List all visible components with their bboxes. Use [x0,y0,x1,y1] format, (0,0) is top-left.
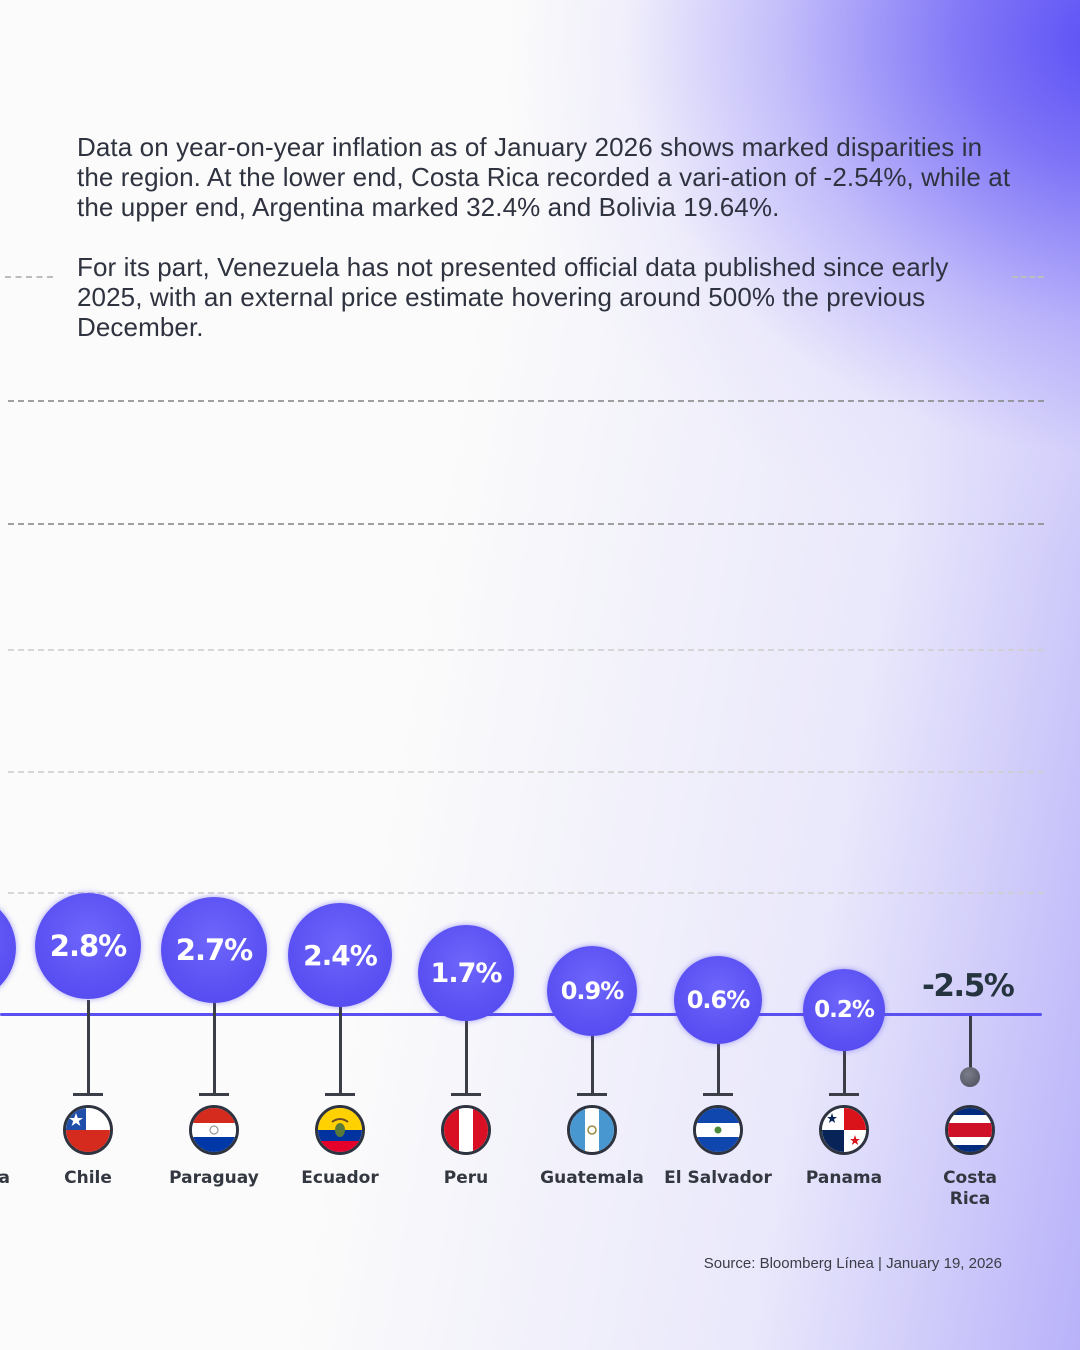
value-bubble: 2.8% [35,893,141,999]
stem-cap [451,1093,481,1096]
country-label: Chile [64,1168,112,1188]
stem-cap [829,1093,859,1096]
country-label: Costa Rica [943,1168,997,1209]
stem [591,1030,594,1095]
stem [213,1000,216,1095]
country-label: Paraguay [169,1168,259,1188]
el-salvador-flag-icon [693,1105,743,1155]
gridline-stub-left [5,276,53,278]
country-label: Panama [805,1168,883,1188]
stem [843,1045,846,1095]
value-bubble: 0.6% [674,956,762,1044]
stem [465,1015,468,1095]
value-dot [960,1067,980,1087]
stem-cap [703,1093,733,1096]
costa-rica-flag-icon [945,1105,995,1155]
value-bubble: 2.7% [161,897,267,1003]
country-label: Peru [443,1168,489,1188]
stem [969,1016,972,1074]
guatemala-flag-icon [567,1105,617,1155]
country-label: El Salvador [664,1168,772,1188]
country-label: Ecuador [301,1168,379,1188]
value-bubble: 0.2% [803,969,885,1051]
paraguay-flag-icon [189,1105,239,1155]
partial-bubble [0,895,16,1001]
value-bubble: 1.7% [418,925,514,1021]
ecuador-flag-icon [315,1105,365,1155]
intro-text: Data on year-on-year inflation as of Jan… [77,132,1017,372]
negative-value-label: -2.5% [922,968,1015,1004]
panama-flag-icon [819,1105,869,1155]
stem-cap [73,1093,103,1096]
intro-paragraph-1: Data on year-on-year inflation as of Jan… [77,132,1011,222]
stem-cap [577,1093,607,1096]
zero-axis-line [0,1013,1042,1016]
stem [87,1000,90,1095]
stem [339,1005,342,1095]
partial-country-label: a [0,1168,10,1188]
stem [717,1035,720,1095]
gridline [8,771,1044,773]
value-bubble: 0.9% [547,946,637,1036]
gridline [8,892,1044,894]
stem-cap [325,1093,355,1096]
gridline [8,523,1044,525]
value-bubble: 2.4% [288,903,392,1007]
gridline [8,649,1044,651]
chile-flag-icon [63,1105,113,1155]
source-note: Source: Bloomberg Línea | January 19, 20… [703,1255,1002,1272]
stem-cap [199,1093,229,1096]
peru-flag-icon [441,1105,491,1155]
gridline [8,400,1044,402]
intro-paragraph-2: For its part, Venezuela has not presente… [77,252,949,342]
gridline-stub-right [1012,276,1044,278]
country-label: Guatemala [540,1168,644,1188]
